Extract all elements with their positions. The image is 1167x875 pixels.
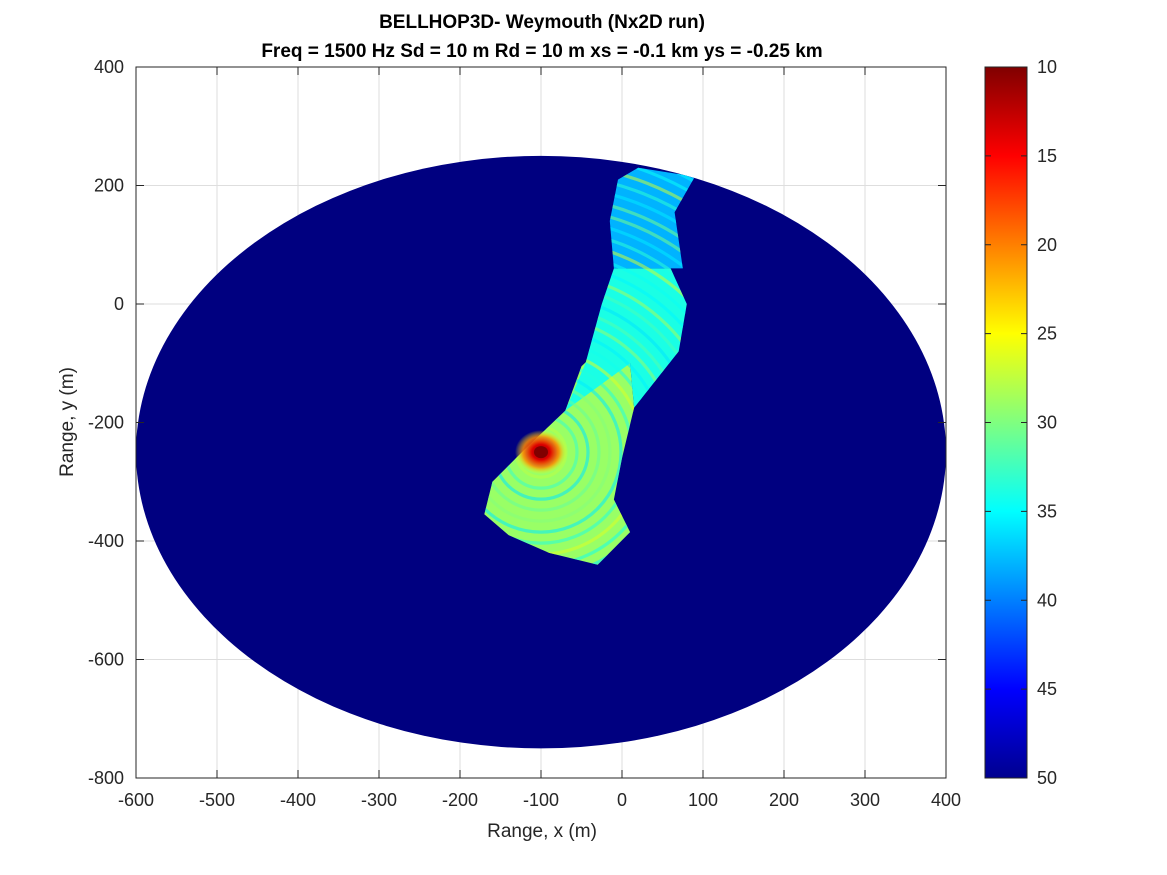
y-axis-ticks: -800 -600 -400 -200 0 200 400 (88, 57, 946, 788)
y-tick-label: 0 (114, 294, 124, 314)
title-line1: BELLHOP3D- Weymouth (Nx2D run) (379, 12, 705, 33)
title-line2: Freq = 1500 Hz Sd = 10 m Rd = 10 m xs = … (261, 41, 822, 62)
x-tick-label: -300 (361, 790, 397, 810)
colorbar-tick-label: 45 (1037, 679, 1057, 699)
colorbar-tick-label: 50 (1037, 768, 1057, 788)
y-axis-label: Range, y (m) (57, 367, 78, 477)
colorbar-ticks: 10 15 20 25 30 35 40 45 50 (985, 57, 1057, 788)
y-tick-label: 400 (94, 57, 124, 77)
x-tick-label: -100 (523, 790, 559, 810)
colorbar-tick-label: 10 (1037, 57, 1057, 77)
plot-area (136, 155, 946, 749)
colorbar-gradient (984, 66, 1028, 779)
y-tick-label: -400 (88, 531, 124, 551)
colorbar-tick-label: 25 (1037, 324, 1057, 344)
colorbar-tick-label: 20 (1037, 235, 1057, 255)
x-tick-label: 0 (617, 790, 627, 810)
y-tick-label: 200 (94, 176, 124, 196)
y-tick-label: -200 (88, 413, 124, 433)
x-tick-label: 400 (931, 790, 961, 810)
x-tick-label: 300 (850, 790, 880, 810)
field-region (565, 268, 687, 411)
x-axis-label: Range, x (m) (487, 821, 597, 842)
x-tick-label: -600 (118, 790, 154, 810)
colorbar-tick-label: 40 (1037, 590, 1057, 610)
y-tick-label: -600 (88, 650, 124, 670)
colorbar-tick-label: 30 (1037, 413, 1057, 433)
colorbar-tick-label: 35 (1037, 501, 1057, 521)
x-tick-label: 200 (769, 790, 799, 810)
colorbar: 10 15 20 25 30 35 40 45 50 (984, 57, 1057, 788)
x-tick-label: 100 (688, 790, 718, 810)
x-tick-label: -200 (442, 790, 478, 810)
colorbar-tick-label: 15 (1037, 146, 1057, 166)
source-core (534, 446, 548, 459)
y-tick-label: -800 (88, 768, 124, 788)
x-axis-ticks: -600 -500 -400 -300 -200 -100 0 100 200 300 400 (118, 67, 961, 810)
field-region (609, 167, 695, 269)
chart-title: BELLHOP3D- Weymouth (Nx2D run) Freq = 15… (261, 12, 822, 62)
x-tick-label: -400 (280, 790, 316, 810)
x-tick-label: -500 (199, 790, 235, 810)
